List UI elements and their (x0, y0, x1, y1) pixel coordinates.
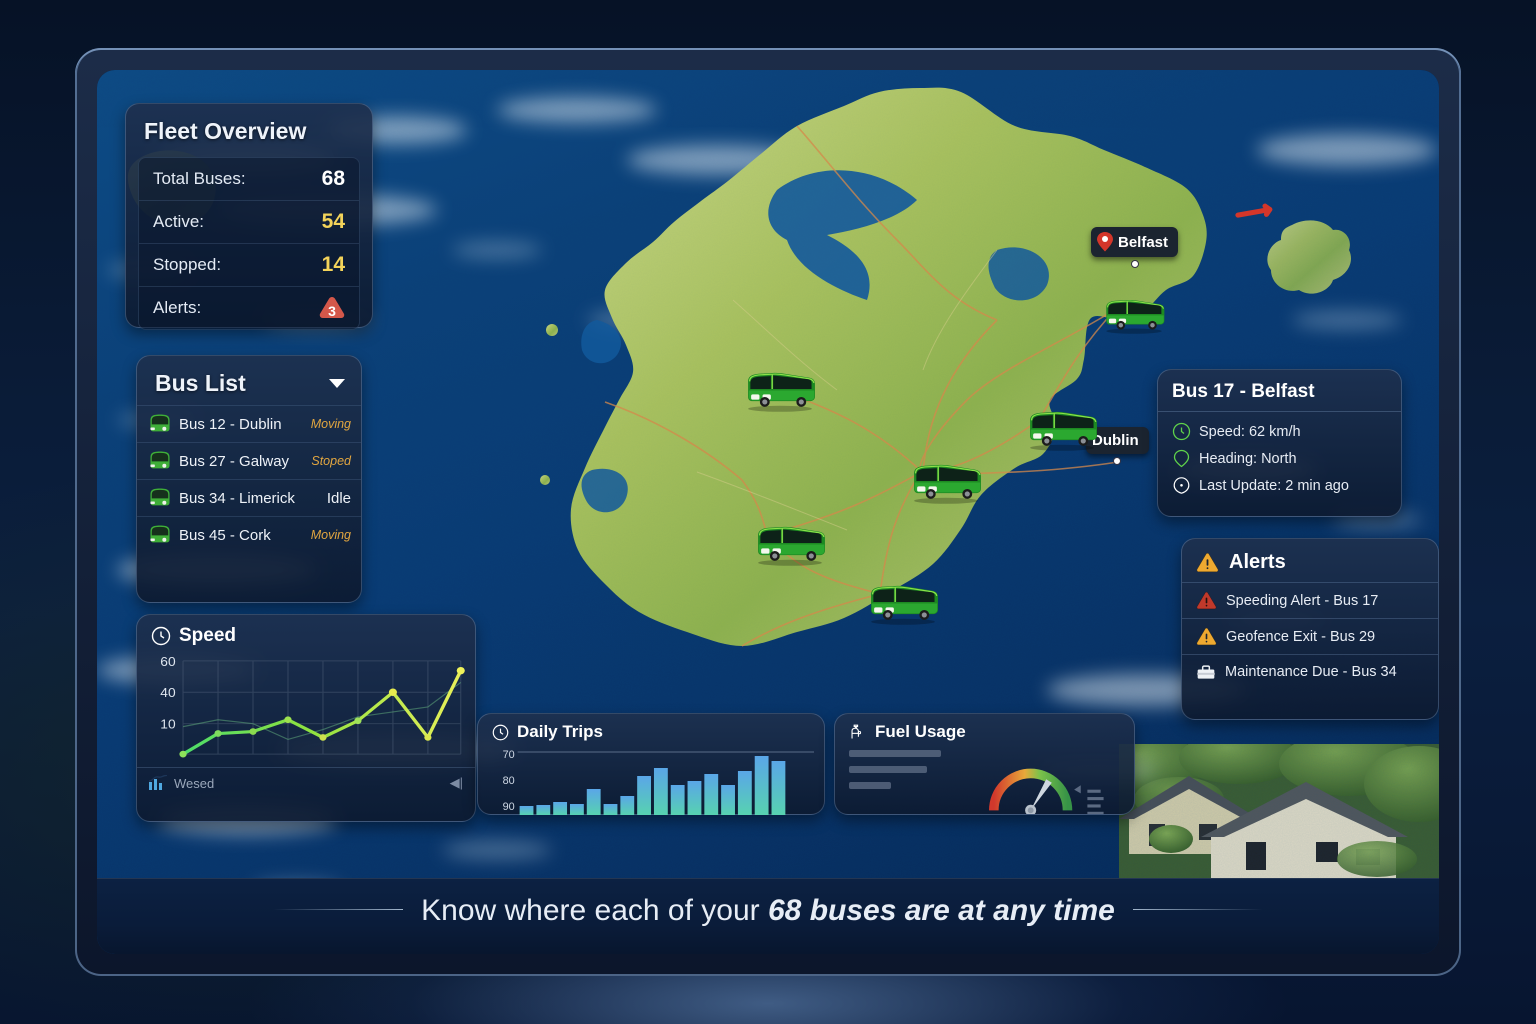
svg-text:10: 10 (160, 717, 175, 731)
svg-text:90: 90 (503, 801, 515, 813)
svg-text:80: 80 (503, 775, 515, 787)
svg-text:40: 40 (160, 686, 175, 700)
svg-text:60: 60 (160, 654, 175, 668)
svg-text:70: 70 (503, 749, 515, 761)
